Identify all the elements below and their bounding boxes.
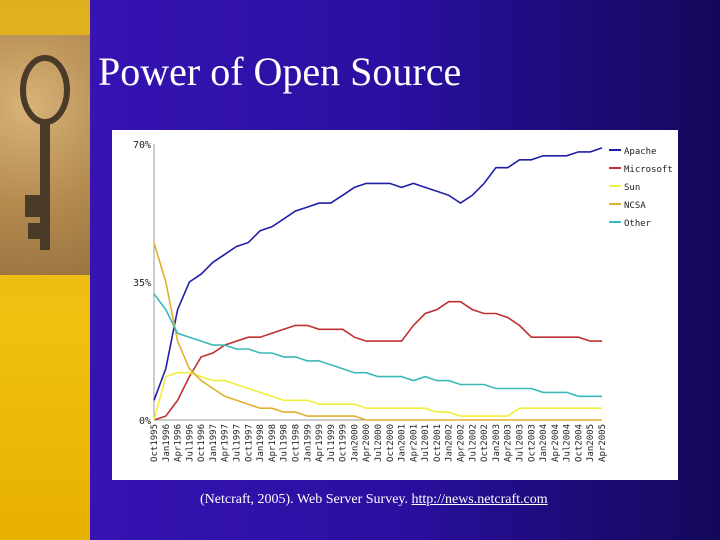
series-line-ncsa: [153, 242, 602, 421]
x-tick-label: Apr2004: [551, 424, 561, 462]
series-line-other: [153, 293, 602, 398]
x-tick-label: Jan2002: [445, 424, 455, 462]
slide-title: Power of Open Source: [98, 49, 462, 94]
x-tick-label: Apr1998: [268, 424, 278, 462]
y-tick-label: 70%: [133, 140, 151, 151]
x-tick-label: Oct2002: [480, 424, 490, 462]
x-tick-label: Apr2003: [504, 424, 514, 462]
x-tick-label: Jul1999: [327, 424, 337, 462]
x-tick-label: Jan1996: [162, 424, 172, 462]
x-tick-label: Jul2003: [515, 424, 525, 462]
x-tick-label: Oct2003: [527, 424, 537, 462]
x-tick-label: Oct1995: [150, 424, 160, 462]
x-tick-label: Jan1998: [256, 424, 266, 462]
x-tick-label: Jan1999: [303, 424, 313, 462]
y-tick-label: 35%: [133, 278, 151, 289]
x-tick-label: Apr1997: [221, 424, 231, 462]
legend-label-microsoft: Microsoft: [624, 165, 673, 175]
citation-text: (Netcraft, 2005). Web Server Survey.: [200, 492, 409, 507]
x-tick-label: Oct1997: [244, 424, 254, 462]
x-tick-label: Oct2001: [433, 424, 443, 462]
x-tick-label: Oct1999: [339, 424, 349, 462]
chart-panel: 0% 35% 70% Oct1995 Jan1996 Apr1996 Jul1996 Oct1…: [112, 130, 678, 480]
x-tick-label: Apr1999: [315, 424, 325, 462]
citation-link[interactable]: http://news.netcraft.com: [411, 492, 548, 507]
x-tick-label: Jan1997: [209, 424, 219, 462]
x-tick-label: Jan2000: [350, 424, 360, 462]
x-tick-label: Oct2000: [386, 424, 396, 462]
x-tick-label: Apr2001: [409, 424, 419, 462]
x-tick-label: Jul1996: [185, 424, 195, 462]
key-photo: [0, 35, 90, 275]
x-tick-label: Apr1996: [174, 424, 184, 462]
citation: (Netcraft, 2005). Web Server Survey. htt…: [200, 492, 548, 508]
x-tick-label: Jul2004: [563, 424, 573, 462]
x-tick-label: Jul1998: [280, 424, 290, 462]
legend-label-apache: Apache: [624, 147, 657, 157]
y-tick-label: 0%: [139, 416, 151, 427]
series-line-sun: [153, 371, 602, 421]
legend-label-sun: Sun: [624, 183, 640, 193]
line-chart: 0%35%70%Oct1995 Jan1996 Apr1996 Jul1996 Oct1…: [133, 140, 673, 462]
legend-label-other: Other: [624, 219, 652, 229]
x-tick-label: Jan2003: [492, 424, 502, 462]
legend-label-ncsa: NCSA: [624, 201, 646, 211]
x-tick-label: Apr2002: [457, 424, 467, 462]
skeleton-key-icon: [20, 55, 70, 250]
x-tick-label: Oct1998: [291, 424, 301, 462]
series-line-apache: [153, 147, 603, 401]
x-tick-label: Jul1997: [233, 424, 243, 462]
x-tick-label: Jan2004: [539, 424, 549, 462]
x-tick-label: Jan2001: [398, 424, 408, 462]
x-tick-label: Apr2005: [598, 424, 608, 462]
x-tick-label: Jul2002: [468, 424, 478, 462]
x-tick-label: Jul2000: [374, 424, 384, 462]
x-tick-label: Oct2004: [574, 424, 584, 462]
x-tick-label: Jan2005: [586, 424, 596, 462]
x-tick-label: Oct1996: [197, 424, 207, 462]
x-tick-label: Jul2001: [421, 424, 431, 462]
x-tick-label: Apr2000: [362, 424, 372, 462]
series-line-microsoft: [153, 300, 602, 421]
